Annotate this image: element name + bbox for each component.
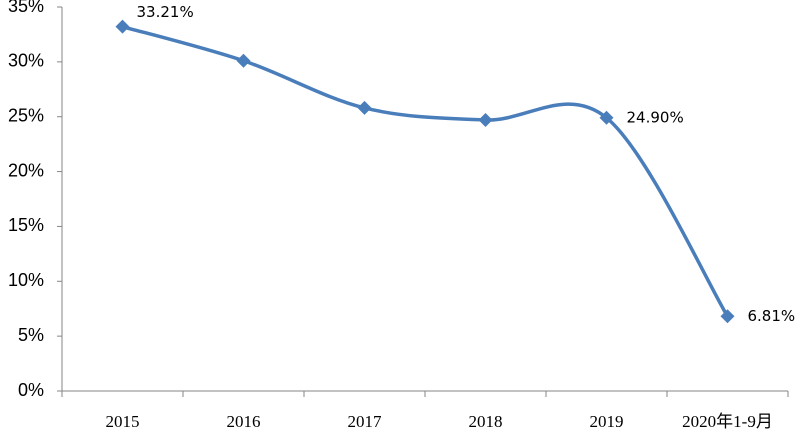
data-label: 24.90% bbox=[627, 108, 684, 126]
line bbox=[122, 24, 729, 318]
marker bbox=[599, 110, 614, 125]
marker bbox=[478, 113, 493, 128]
y-tick-label: 30% bbox=[8, 51, 44, 71]
y-tick-label: 5% bbox=[18, 325, 44, 345]
y-tick-label: 0% bbox=[18, 380, 44, 400]
marker bbox=[357, 100, 372, 115]
x-tick-label: 2018 bbox=[469, 412, 503, 431]
x-tick-label: 2016 bbox=[227, 412, 261, 431]
x-tick-label: 2019 bbox=[590, 412, 624, 431]
y-tick-label: 15% bbox=[8, 215, 44, 235]
data-label: 33.21% bbox=[137, 3, 194, 21]
x-tick-label: 2017 bbox=[348, 412, 383, 431]
x-tick-label: 2020年1-9月 bbox=[682, 412, 773, 431]
y-tick-label: 35% bbox=[8, 0, 44, 16]
y-tick-label: 25% bbox=[8, 105, 44, 125]
marker bbox=[720, 309, 735, 324]
marker bbox=[115, 19, 130, 34]
marker bbox=[236, 53, 251, 68]
y-tick-label: 20% bbox=[8, 160, 44, 180]
y-tick-label: 10% bbox=[8, 270, 44, 290]
x-tick-label: 2015 bbox=[106, 412, 140, 431]
data-label: 6.81% bbox=[748, 307, 796, 325]
